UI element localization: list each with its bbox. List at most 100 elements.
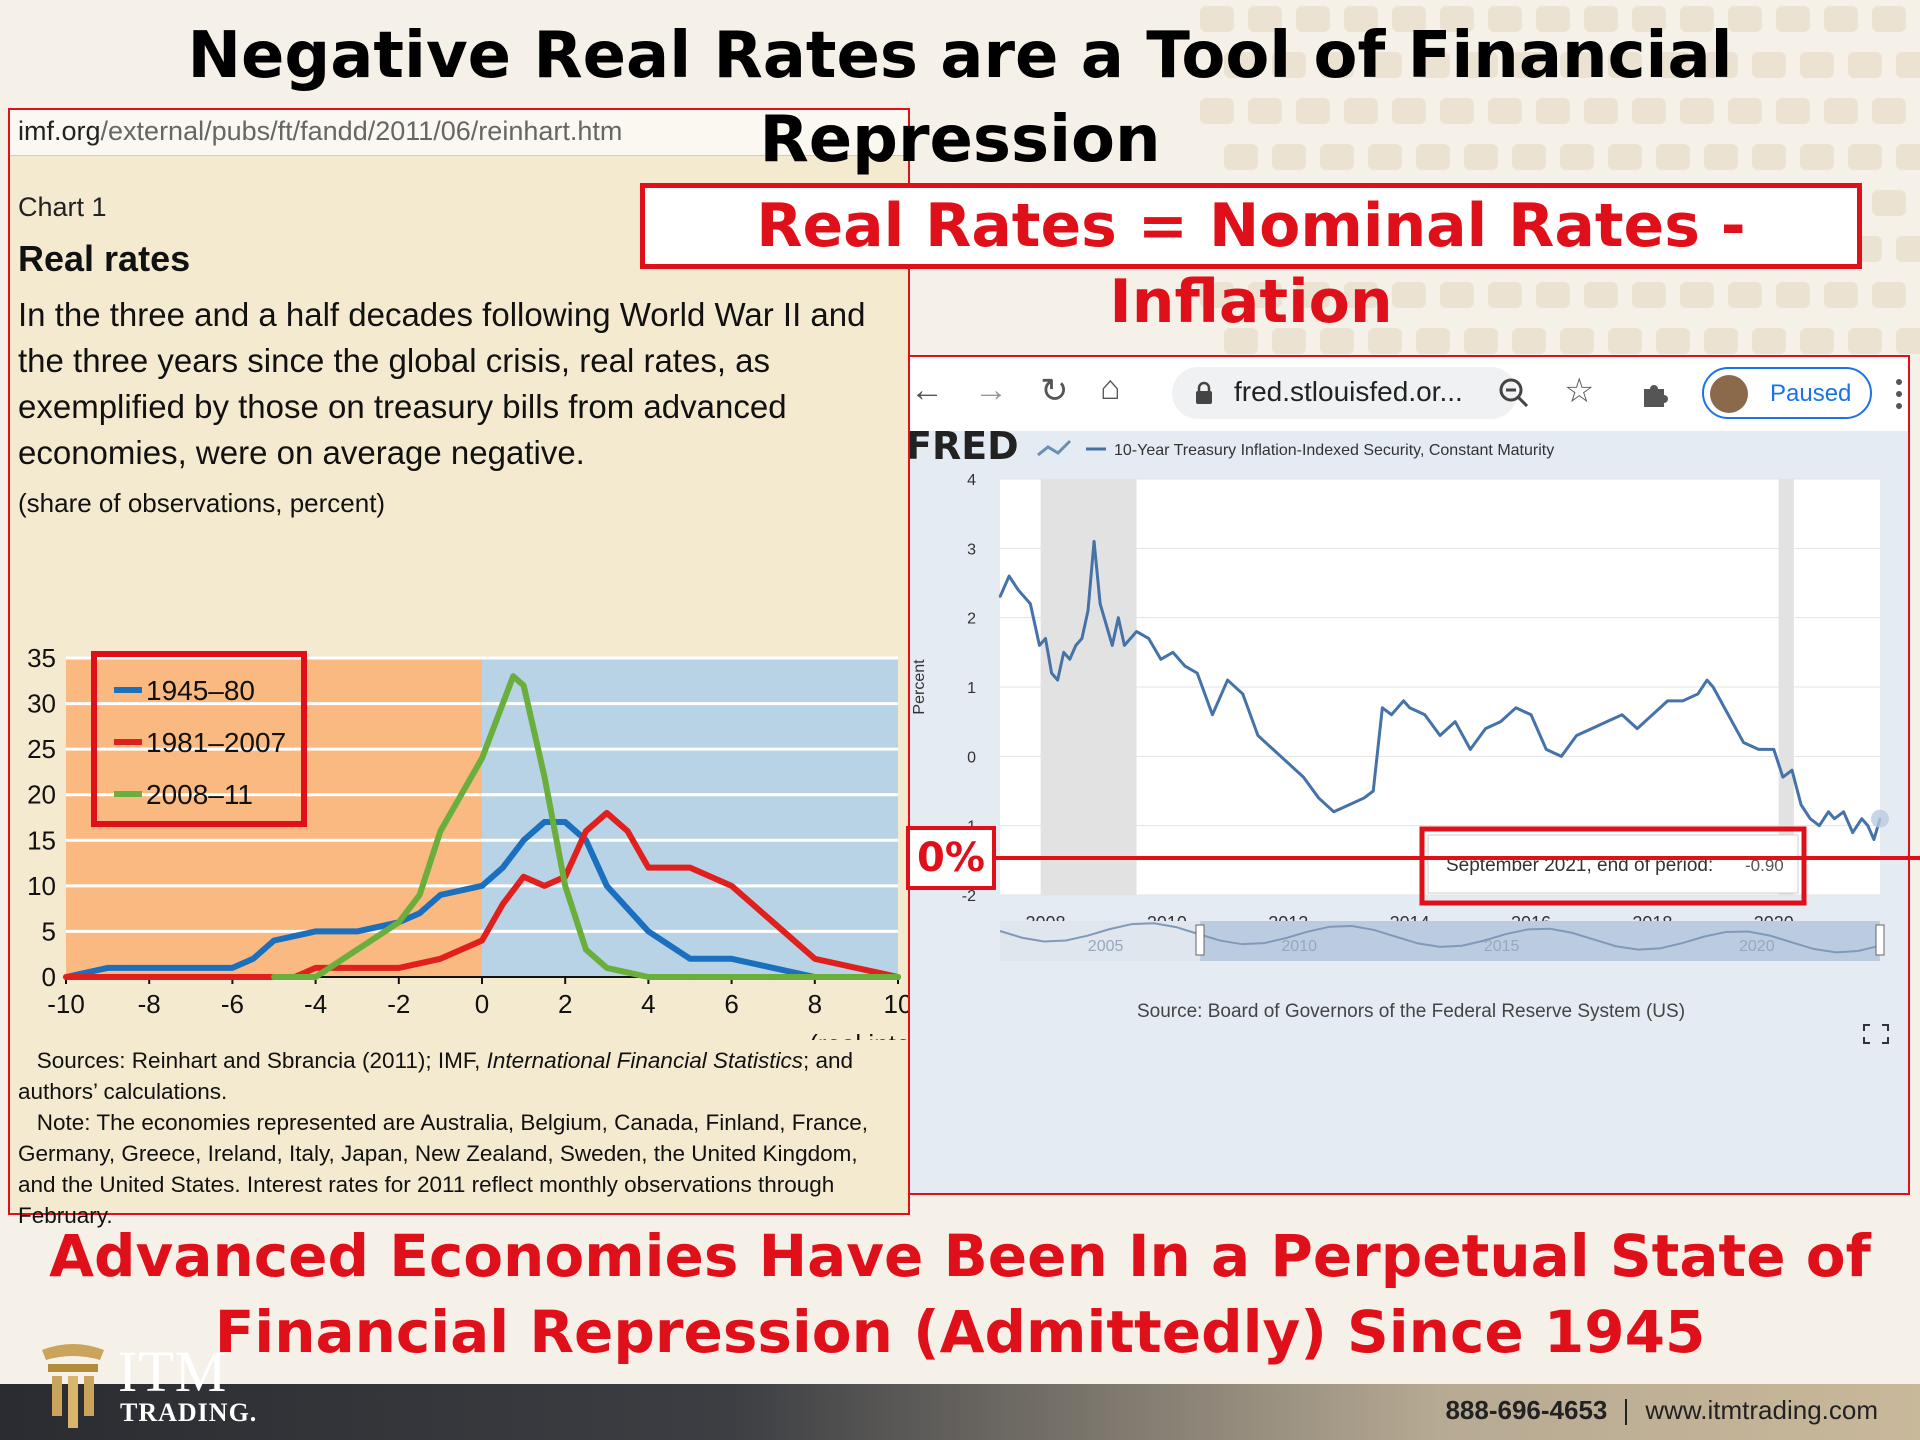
tooltip-highlight-box (1419, 826, 1807, 906)
pattern-tile (1680, 282, 1714, 308)
data-point (189, 966, 193, 970)
tooltip: September 2021, end of period: -0.90 (1419, 826, 1807, 906)
data-point (1781, 776, 1784, 779)
pattern-tile (1824, 6, 1858, 32)
navigator-label: 2005 (1088, 938, 1124, 955)
data-point (1499, 720, 1502, 723)
data-point (1050, 672, 1053, 675)
tooltip-value: -0.90 (1745, 856, 1784, 875)
pattern-tile (1824, 98, 1858, 124)
pattern-tile (1752, 144, 1786, 170)
navigator-handle-right (1875, 924, 1885, 956)
y-tick-label: -2 (962, 888, 976, 905)
pattern-tile (1416, 52, 1450, 78)
pattern-tile (1392, 98, 1426, 124)
data-point (355, 948, 359, 952)
pattern-tile (1536, 282, 1570, 308)
data-point (646, 975, 650, 979)
pattern-tile (1512, 144, 1546, 170)
lock-icon (1196, 381, 1212, 404)
pattern-tile (1440, 282, 1474, 308)
pattern-tile (1656, 52, 1690, 78)
data-point (1347, 803, 1350, 806)
pattern-tile (1752, 328, 1786, 354)
star-icon[interactable]: ☆ (1564, 372, 1595, 410)
data-point (522, 683, 526, 687)
x-tick-label: 8 (808, 989, 822, 1019)
y-axis-label: Percent (911, 659, 928, 715)
data-point (1696, 692, 1699, 695)
address-url: fred.stlouisfed.or... (1234, 376, 1463, 407)
data-point (314, 966, 318, 970)
address-bar[interactable]: fred.stlouisfed.or... (1172, 367, 1517, 419)
data-point (584, 948, 588, 952)
data-point (626, 829, 630, 833)
phone-number[interactable]: 888-696-4653 (1445, 1395, 1608, 1425)
imf-url-bar[interactable]: imf.org/external/pubs/ft/fandd/2011/06/r… (10, 110, 908, 156)
pattern-tile (1704, 328, 1738, 354)
data-point (147, 975, 151, 979)
data-point (563, 884, 567, 888)
real-rates-formula: Real Rates = Nominal Rates - Inflation (640, 183, 1862, 337)
data-point (1590, 727, 1593, 730)
extensions-icon[interactable] (1640, 377, 1672, 409)
x-tick-label: 4 (641, 989, 655, 1019)
x-tick-label: 0 (475, 989, 489, 1019)
pattern-tile (1680, 98, 1714, 124)
data-point (1159, 658, 1162, 661)
data-point (1093, 540, 1096, 543)
data-point (1621, 713, 1624, 716)
data-point (522, 838, 526, 842)
pattern-tile (1464, 144, 1498, 170)
data-point (1372, 790, 1375, 792)
menu-icon[interactable] (1894, 377, 1904, 411)
pattern-tile (1368, 52, 1402, 78)
pattern-tile (1320, 328, 1354, 354)
fred-browser-panel: ← → ↻ ⌂ fred.stlouisfed.or... ☆ Paused (908, 355, 1910, 1195)
pattern-tile (1872, 98, 1906, 124)
data-point (480, 884, 484, 888)
data-point (1017, 588, 1020, 591)
data-point (1056, 679, 1059, 682)
website-link[interactable]: www.itmtrading.com (1645, 1395, 1878, 1425)
data-point (688, 975, 692, 979)
contact-info: 888-696-4653 www.itmtrading.com (1445, 1395, 1878, 1426)
data-point (1666, 699, 1669, 702)
home-icon[interactable]: ⌂ (1100, 369, 1121, 407)
pattern-tile (1632, 6, 1666, 32)
data-point (1605, 720, 1608, 723)
imf-chart-panel: imf.org/external/pubs/ft/fandd/2011/06/r… (8, 108, 910, 1228)
data-point (605, 884, 609, 888)
pattern-tile (1488, 6, 1522, 32)
pattern-tile (1560, 328, 1594, 354)
data-point (771, 920, 775, 924)
legend-label: 2008–11 (146, 779, 253, 810)
y-tick-label: 5 (42, 916, 56, 946)
data-point (147, 966, 151, 970)
data-point (1044, 637, 1047, 640)
data-point (1171, 651, 1174, 654)
data-point (1029, 602, 1032, 605)
tooltip-box (1427, 834, 1799, 894)
pattern-tile (1344, 98, 1378, 124)
back-icon[interactable]: ← (910, 371, 944, 409)
zoom-out-icon[interactable] (1498, 377, 1530, 409)
economies-note: Note: The economies represented are Aust… (18, 1110, 869, 1228)
reload-icon[interactable]: ↻ (1040, 372, 1069, 410)
pattern-tile (1824, 282, 1858, 308)
fred-graph-area: FRED 10-Year Treasury Inflation-Indexed S… (910, 431, 1908, 1193)
pattern-tile (1440, 6, 1474, 32)
data-point (480, 939, 484, 943)
profile-button[interactable]: Paused (1702, 367, 1872, 419)
x-tick-label: 6 (724, 989, 738, 1019)
chart-description: In the three and a half decades followin… (18, 296, 866, 471)
pattern-tile (1248, 6, 1282, 32)
data-point (771, 975, 775, 979)
navigator-handle-left (1195, 924, 1205, 956)
url-host: imf.org (18, 116, 101, 146)
forward-icon[interactable]: → (974, 371, 1008, 409)
data-point (1727, 713, 1730, 716)
data-point (334, 929, 338, 933)
x-tick-label: -2 (387, 989, 410, 1019)
data-point (1545, 748, 1548, 751)
